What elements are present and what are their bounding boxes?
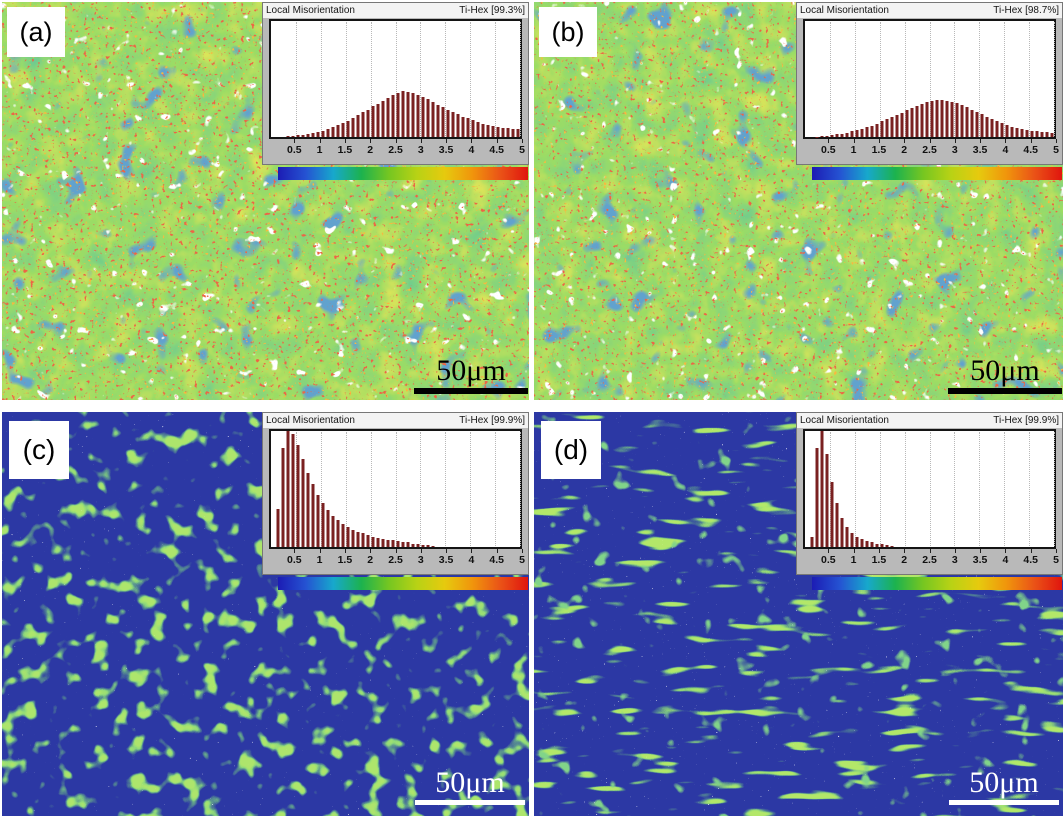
histogram-plot-c	[269, 429, 522, 549]
micrograph-panel-b: (b) Local Misorientation Ti-Hex [98.7%] …	[534, 2, 1063, 400]
scalebar-line	[949, 800, 1059, 805]
histogram-box: Local Misorientation Ti-Hex [98.7%] 0.5 1…	[796, 2, 1063, 165]
histogram-bars-d	[805, 431, 1054, 547]
phase-fraction-label: Ti-Hex [99.3%]	[459, 5, 525, 16]
histogram-x-axis-c: 0.5 1 1.5 2 2.5 3 3.5 4 4.5 5	[269, 549, 525, 572]
inset-title: Local Misorientation	[266, 415, 355, 426]
scalebar-a: 50μm	[414, 356, 528, 394]
histogram-bars-c	[271, 431, 520, 547]
histogram-gridlines	[805, 21, 1055, 137]
scalebar-text: 50μm	[435, 766, 505, 800]
panel-label-d: (d)	[541, 421, 601, 479]
inset-header: Local Misorientation Ti-Hex [99.9%]	[797, 413, 1062, 428]
histogram-plot-d	[803, 429, 1056, 549]
misorientation-inset-b: Local Misorientation Ti-Hex [98.7%] 0.5 1…	[796, 2, 1063, 180]
histogram-bars-a	[271, 21, 520, 137]
panel-label-text: (a)	[19, 16, 53, 47]
panel-label-a: (a)	[7, 7, 65, 57]
misorientation-inset-d: Local Misorientation Ti-Hex [99.9%] 0.5 1…	[796, 412, 1063, 590]
inset-header: Local Misorientation Ti-Hex [99.3%]	[263, 3, 528, 18]
scalebar-line	[414, 388, 528, 394]
misorientation-inset-c: Local Misorientation Ti-Hex [99.9%] 0.5 1…	[262, 412, 529, 590]
panel-label-c: (c)	[9, 421, 69, 479]
panel-label-text: (b)	[551, 16, 585, 47]
scalebar-c: 50μm	[415, 768, 525, 805]
histogram-box: Local Misorientation Ti-Hex [99.3%] 0.5 1…	[262, 2, 529, 165]
scalebar-text: 50μm	[969, 766, 1039, 800]
inset-title: Local Misorientation	[800, 5, 889, 16]
misorientation-colorbar	[278, 577, 528, 590]
misorientation-inset-a: Local Misorientation Ti-Hex [99.3%] 0.5 1…	[262, 2, 529, 180]
histogram-plot-b	[803, 19, 1056, 139]
micrograph-panel-a: (a) Local Misorientation Ti-Hex [99.3%] …	[2, 2, 529, 400]
histogram-x-axis-d: 0.5 1 1.5 2 2.5 3 3.5 4 4.5 5	[803, 549, 1059, 572]
histogram-box: Local Misorientation Ti-Hex [99.9%] 0.5 1…	[796, 412, 1063, 575]
misorientation-colorbar	[812, 167, 1062, 180]
histogram-x-axis-b: 0.5 1 1.5 2 2.5 3 3.5 4 4.5 5	[803, 139, 1059, 162]
histogram-x-axis-a: 0.5 1 1.5 2 2.5 3 3.5 4 4.5 5	[269, 139, 525, 162]
histogram-gridlines	[271, 21, 521, 137]
phase-fraction-label: Ti-Hex [98.7%]	[993, 5, 1059, 16]
scalebar-b: 50μm	[948, 356, 1062, 394]
scalebar-line	[948, 388, 1062, 394]
panel-label-text: (c)	[22, 434, 56, 465]
micrograph-panel-c: (c) Local Misorientation Ti-Hex [99.9%] …	[2, 412, 529, 816]
misorientation-colorbar	[278, 167, 528, 180]
inset-header: Local Misorientation Ti-Hex [98.7%]	[797, 3, 1062, 18]
inset-title: Local Misorientation	[800, 415, 889, 426]
micrograph-panel-d: (d) Local Misorientation Ti-Hex [99.9%] …	[534, 412, 1063, 816]
histogram-box: Local Misorientation Ti-Hex [99.9%] 0.5 1…	[262, 412, 529, 575]
inset-header: Local Misorientation Ti-Hex [99.9%]	[263, 413, 528, 428]
scalebar-d: 50μm	[949, 768, 1059, 805]
micrograph-texture-b	[534, 2, 1063, 400]
scalebar-text: 50μm	[970, 354, 1040, 388]
histogram-plot-a	[269, 19, 522, 139]
phase-fraction-label: Ti-Hex [99.9%]	[993, 415, 1059, 426]
histogram-bars-b	[805, 21, 1054, 137]
inset-title: Local Misorientation	[266, 5, 355, 16]
panel-label-text: (d)	[553, 434, 589, 465]
panel-label-b: (b)	[539, 7, 597, 57]
scalebar-line	[415, 800, 525, 805]
histogram-gridlines	[805, 431, 1055, 547]
misorientation-colorbar	[812, 577, 1062, 590]
histogram-gridlines	[271, 431, 521, 547]
scalebar-text: 50μm	[436, 354, 506, 388]
phase-fraction-label: Ti-Hex [99.9%]	[459, 415, 525, 426]
